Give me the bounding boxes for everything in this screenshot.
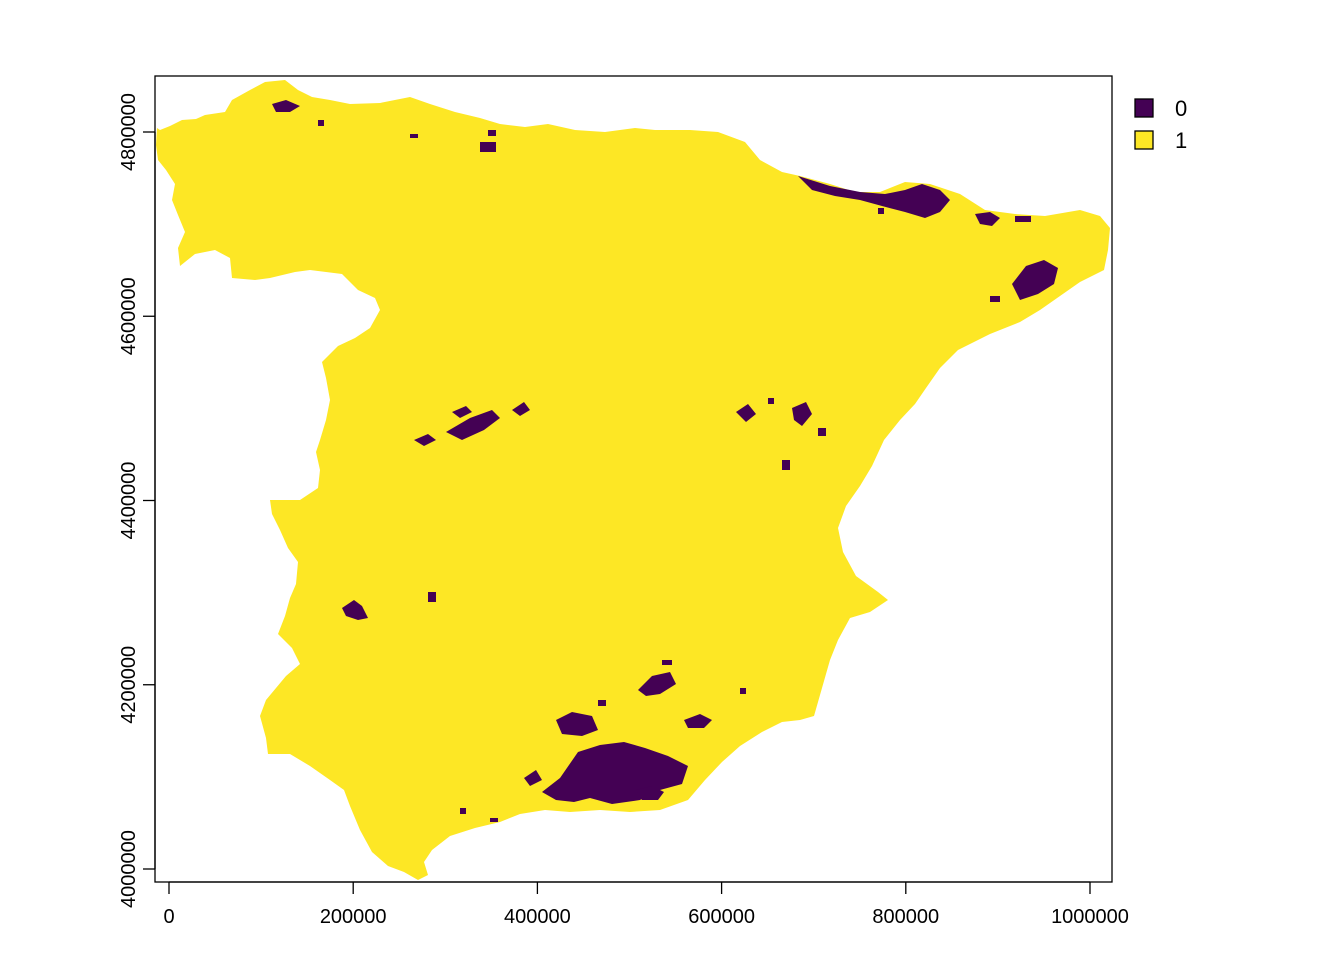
patch-cantabrian-1 [272, 100, 300, 112]
patch-pyrenees [798, 176, 950, 218]
legend-label-1: 1 [1175, 128, 1187, 153]
legend-swatch-1 [1134, 130, 1154, 150]
x-tick-label: 0 [163, 906, 174, 928]
patch-sistema-central-3 [512, 402, 530, 416]
x-tick-label: 200000 [320, 906, 387, 928]
y-axis: 4000000 4200000 4400000 4600000 4800000 [118, 93, 156, 908]
patch-iberian-1 [736, 404, 756, 422]
patch-catalan-2 [990, 296, 1000, 302]
patch-baetic-5 [524, 770, 542, 786]
patch-toledo [428, 592, 436, 602]
y-tick-label: 4200000 [118, 646, 140, 724]
x-tick-label: 800000 [872, 906, 939, 928]
patch-pyrenees-3 [878, 208, 884, 214]
patch-iberian-5 [768, 398, 774, 404]
x-axis: 0 200000 400000 600000 800000 1000000 [163, 881, 1129, 928]
x-tick-label: 1000000 [1051, 906, 1129, 928]
patch-baetic-10 [460, 808, 466, 814]
patch-baetic-11 [490, 818, 498, 822]
patch-iberian-4 [818, 428, 826, 436]
legend-label-0: 0 [1175, 96, 1187, 121]
patch-baetic-6 [636, 786, 664, 800]
value-0-patches [272, 100, 1058, 822]
patch-baetic-4 [684, 714, 712, 728]
patch-sistema-central-2 [414, 434, 436, 446]
patch-baetic-2 [556, 712, 598, 736]
y-tick-label: 4800000 [118, 93, 140, 171]
patch-sistema-central-1 [446, 410, 500, 440]
map-raster [156, 80, 1110, 880]
patch-iberian-2 [792, 402, 812, 426]
legend-swatch-0 [1134, 98, 1154, 118]
patch-cantabrian-5 [318, 120, 324, 126]
patch-baetic-7 [598, 700, 606, 706]
patch-cantabrian-3 [488, 130, 496, 136]
x-tick-label: 600000 [688, 906, 755, 928]
patch-pyrenees-2 [1015, 216, 1031, 222]
legend: 01 [1134, 96, 1187, 153]
patch-cantabrian-2 [480, 142, 496, 152]
patch-baetic-3 [638, 672, 676, 696]
patch-montseny [1012, 260, 1058, 300]
y-tick-label: 4000000 [118, 830, 140, 908]
patch-cantabrian-4 [410, 134, 418, 138]
patch-baetic-8 [662, 660, 672, 665]
patch-iberian-3 [782, 460, 790, 470]
y-tick-label: 4400000 [118, 462, 140, 540]
patch-pyrenees-east [975, 212, 1000, 226]
x-tick-label: 400000 [504, 906, 571, 928]
patch-extremadura [342, 600, 368, 620]
landmass-value-1 [156, 80, 1110, 880]
patch-baetic-9 [740, 688, 746, 694]
patch-sistema-central-4 [452, 406, 472, 418]
y-tick-label: 4600000 [118, 277, 140, 355]
